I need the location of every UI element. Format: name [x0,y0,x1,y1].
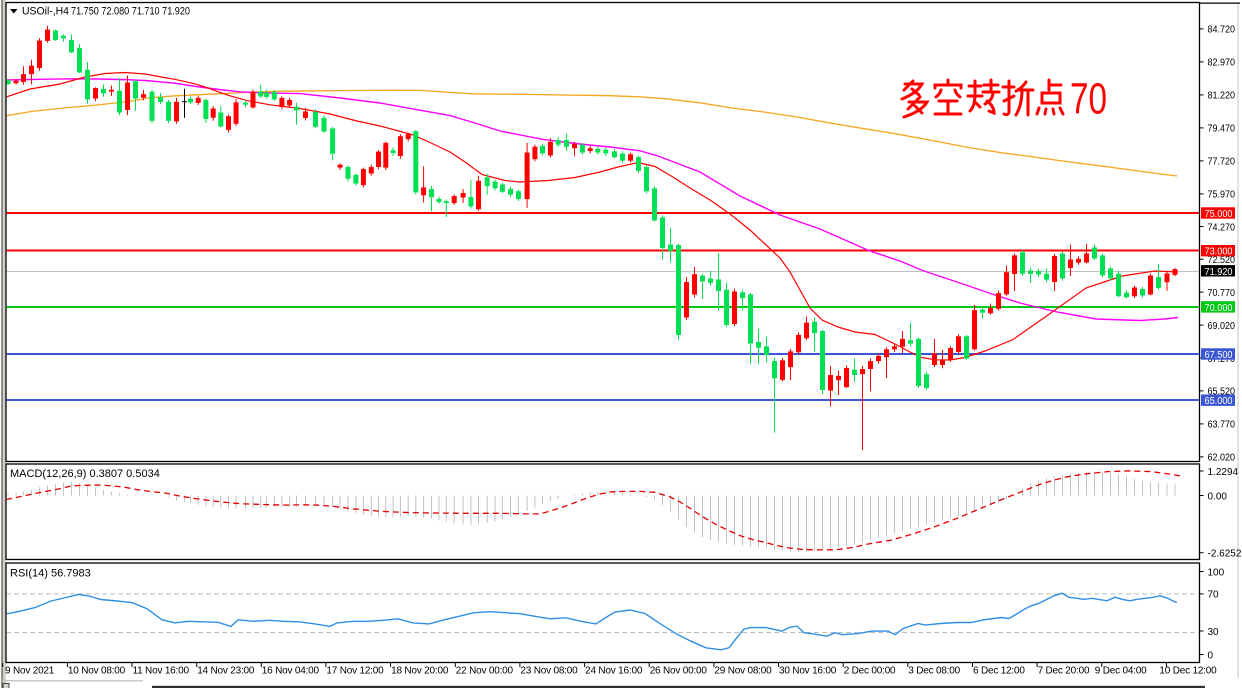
svg-text:84.720: 84.720 [1208,25,1236,36]
svg-text:10 Dec 12:00: 10 Dec 12:00 [1159,666,1217,677]
svg-text:6 Dec 12:00: 6 Dec 12:00 [973,666,1025,677]
svg-text:29 Nov 08:00: 29 Nov 08:00 [714,666,772,677]
svg-text:2 Dec 00:00: 2 Dec 00:00 [844,666,896,677]
svg-text:75.970: 75.970 [1208,190,1236,201]
svg-text:30 Nov 16:00: 30 Nov 16:00 [779,666,837,677]
svg-text:26 Nov 00:00: 26 Nov 00:00 [650,666,708,677]
svg-text:100: 100 [1208,567,1225,578]
svg-text:14 Nov 23:00: 14 Nov 23:00 [197,666,255,677]
svg-text:16 Nov 04:00: 16 Nov 04:00 [262,666,320,677]
svg-text:10 Nov 08:00: 10 Nov 08:00 [68,666,126,677]
svg-text:-2.6252: -2.6252 [1208,549,1242,560]
svg-text:30: 30 [1208,627,1220,638]
svg-text:67.500: 67.500 [1205,350,1233,361]
svg-text:3 Dec 08:00: 3 Dec 08:00 [908,666,960,677]
svg-text:22 Nov 00:00: 22 Nov 00:00 [456,666,514,677]
svg-text:23 Nov 08:00: 23 Nov 08:00 [520,666,578,677]
svg-text:MACD(12,26,9) 0.3807 0.5034: MACD(12,26,9) 0.3807 0.5034 [10,468,160,480]
svg-text:70.000: 70.000 [1205,303,1233,314]
svg-text:70.770: 70.770 [1208,288,1236,299]
svg-text:73.000: 73.000 [1205,247,1233,258]
svg-text:0: 0 [1208,650,1214,661]
svg-text:63.770: 63.770 [1208,420,1236,431]
svg-text:71.920: 71.920 [1205,267,1233,278]
svg-text:9 Nov 2021: 9 Nov 2021 [5,666,55,677]
svg-text:24 Nov 16:00: 24 Nov 16:00 [585,666,643,677]
svg-text:77.720: 77.720 [1208,157,1236,168]
svg-text:65.520: 65.520 [1208,387,1236,398]
svg-text:7 Dec 20:00: 7 Dec 20:00 [1038,666,1090,677]
svg-text:82.970: 82.970 [1208,58,1236,69]
svg-text:71.750 72.080 71.710 71.920: 71.750 72.080 71.710 71.920 [71,6,190,18]
svg-text:69.020: 69.020 [1208,321,1236,332]
svg-text:17 Nov 12:00: 17 Nov 12:00 [326,666,384,677]
svg-text:1.2294: 1.2294 [1208,467,1239,478]
svg-text:11 Nov 16:00: 11 Nov 16:00 [133,666,190,677]
svg-text:79.470: 79.470 [1208,124,1236,135]
svg-text:9 Dec 04:00: 9 Dec 04:00 [1095,666,1147,677]
svg-text:18 Nov 20:00: 18 Nov 20:00 [391,666,449,677]
svg-text:70: 70 [1070,75,1107,124]
svg-text:81.220: 81.220 [1208,91,1236,102]
svg-text:65.000: 65.000 [1205,396,1233,407]
svg-text:USOil-,H4: USOil-,H4 [22,6,69,18]
svg-text:72.520: 72.520 [1208,255,1236,266]
svg-text:75.000: 75.000 [1205,209,1233,220]
svg-text:RSI(14) 56.7983: RSI(14) 56.7983 [10,568,91,580]
svg-text:62.020: 62.020 [1208,453,1236,464]
svg-text:74.270: 74.270 [1208,222,1236,233]
svg-text:70: 70 [1208,590,1220,601]
svg-text:0.00: 0.00 [1208,491,1228,502]
